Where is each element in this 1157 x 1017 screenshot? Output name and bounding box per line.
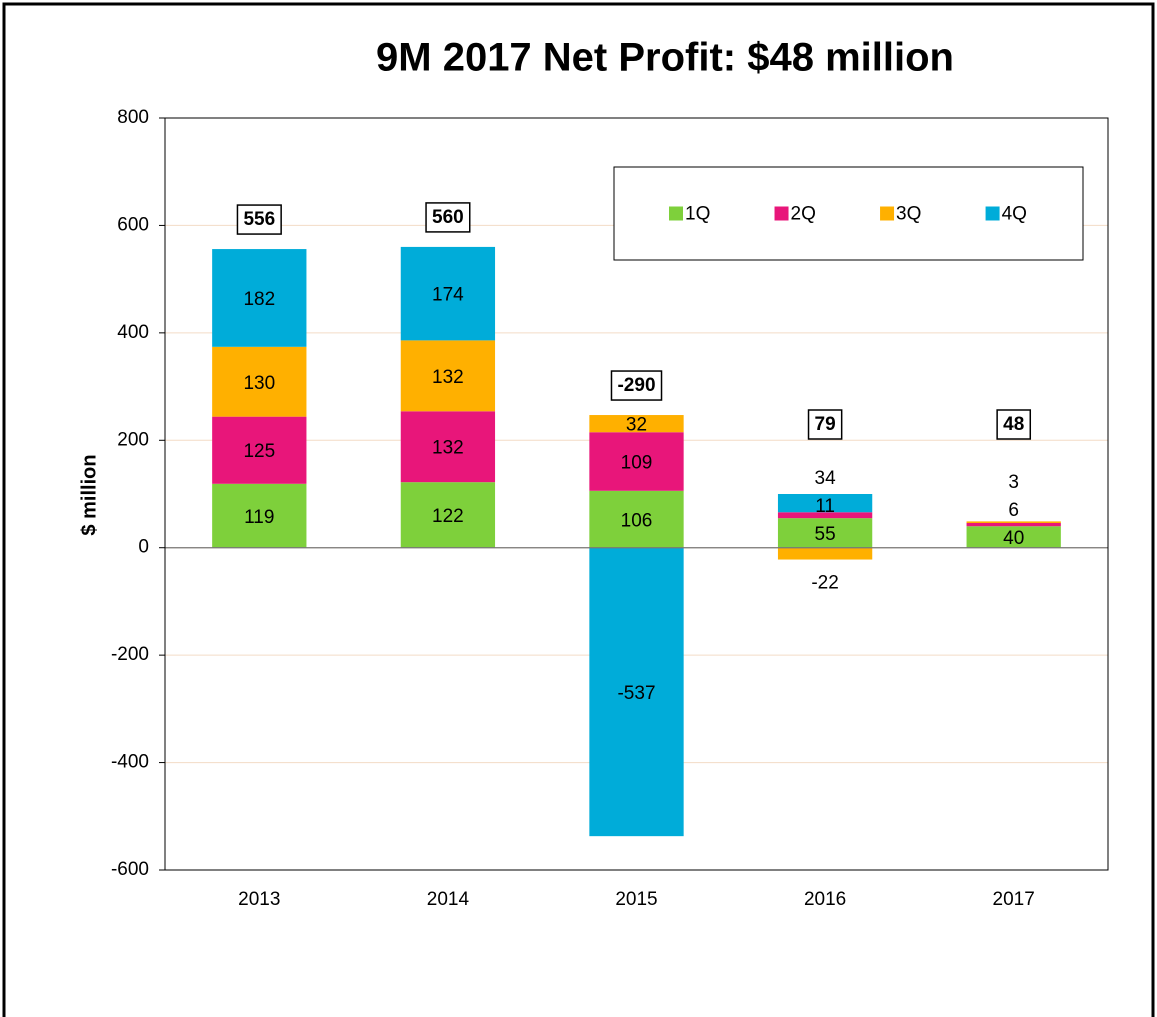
legend-label: 4Q bbox=[1002, 204, 1027, 225]
x-tick-label: 2013 bbox=[238, 889, 280, 910]
bar-segment bbox=[400, 340, 496, 412]
data-label: -537 bbox=[617, 683, 655, 704]
y-tick-label: 400 bbox=[117, 322, 149, 343]
data-label: 109 bbox=[621, 453, 653, 474]
bar-segment bbox=[777, 518, 873, 548]
data-label: 130 bbox=[243, 373, 275, 394]
chart-title: 9M 2017 Net Profit: $48 million bbox=[376, 36, 954, 80]
data-label: 182 bbox=[243, 289, 275, 310]
bar-segment bbox=[777, 547, 873, 560]
data-label: 6 bbox=[1008, 500, 1019, 521]
total-label: 48 bbox=[1003, 414, 1024, 435]
data-label: 122 bbox=[432, 506, 464, 527]
plot-border bbox=[164, 117, 1109, 871]
bar-segment bbox=[589, 415, 684, 433]
x-tick-label: 2015 bbox=[615, 889, 657, 910]
total-box bbox=[610, 370, 663, 401]
bar-segment bbox=[589, 432, 684, 491]
bar-segment bbox=[400, 482, 496, 548]
legend-label: 1Q bbox=[685, 204, 710, 225]
data-label: 132 bbox=[432, 438, 464, 459]
legend-swatch bbox=[880, 206, 895, 221]
total-box bbox=[996, 409, 1032, 440]
data-label: -22 bbox=[811, 573, 838, 594]
total-label: 556 bbox=[243, 209, 275, 230]
x-tick-label: 2017 bbox=[993, 889, 1035, 910]
data-label: 40 bbox=[1003, 528, 1024, 549]
total-label: -290 bbox=[617, 375, 655, 396]
bar-segment bbox=[212, 346, 307, 417]
y-tick-label: -600 bbox=[111, 859, 149, 880]
bar-segment bbox=[589, 547, 684, 837]
y-axis-label: $ million bbox=[78, 454, 100, 535]
bar-segment bbox=[777, 512, 873, 519]
y-tick-label: 0 bbox=[138, 537, 149, 558]
y-tick-label: -400 bbox=[111, 752, 149, 773]
data-label: 32 bbox=[626, 415, 647, 436]
data-label: 132 bbox=[432, 367, 464, 388]
legend-swatch bbox=[985, 206, 1000, 221]
x-tick-label: 2014 bbox=[427, 889, 470, 910]
total-label: 560 bbox=[432, 207, 464, 228]
x-tick-label: 2016 bbox=[804, 889, 846, 910]
data-label: 11 bbox=[815, 496, 835, 517]
total-box bbox=[807, 409, 843, 440]
y-tick-label: 800 bbox=[117, 107, 149, 128]
bar-segment bbox=[400, 411, 496, 483]
data-label: 3 bbox=[1008, 472, 1019, 493]
bar-segment bbox=[212, 416, 307, 484]
bar-segment bbox=[966, 526, 1061, 548]
y-tick-label: 200 bbox=[117, 429, 149, 450]
total-box bbox=[236, 204, 282, 235]
total-label: 79 bbox=[815, 414, 836, 435]
data-label: 34 bbox=[815, 468, 837, 489]
y-tick-label: -200 bbox=[111, 644, 149, 665]
bar-segment bbox=[212, 483, 307, 548]
data-label: 55 bbox=[815, 524, 836, 545]
total-box bbox=[425, 202, 471, 233]
data-label: 106 bbox=[621, 510, 653, 531]
legend-box bbox=[613, 166, 1084, 261]
bar-segment bbox=[400, 246, 496, 341]
legend-label: 2Q bbox=[791, 204, 816, 225]
bar-segment bbox=[966, 521, 1061, 524]
y-tick-label: 600 bbox=[117, 214, 149, 235]
legend-swatch bbox=[669, 206, 683, 221]
data-label: 119 bbox=[244, 507, 274, 528]
bar-segment bbox=[777, 494, 873, 513]
legend-swatch bbox=[774, 206, 789, 221]
data-label: 174 bbox=[432, 285, 464, 306]
bar-segment bbox=[589, 490, 684, 548]
bar-segment bbox=[966, 523, 1061, 527]
bar-segment bbox=[212, 249, 307, 347]
data-label: 125 bbox=[243, 441, 275, 462]
legend-label: 3Q bbox=[896, 204, 921, 225]
